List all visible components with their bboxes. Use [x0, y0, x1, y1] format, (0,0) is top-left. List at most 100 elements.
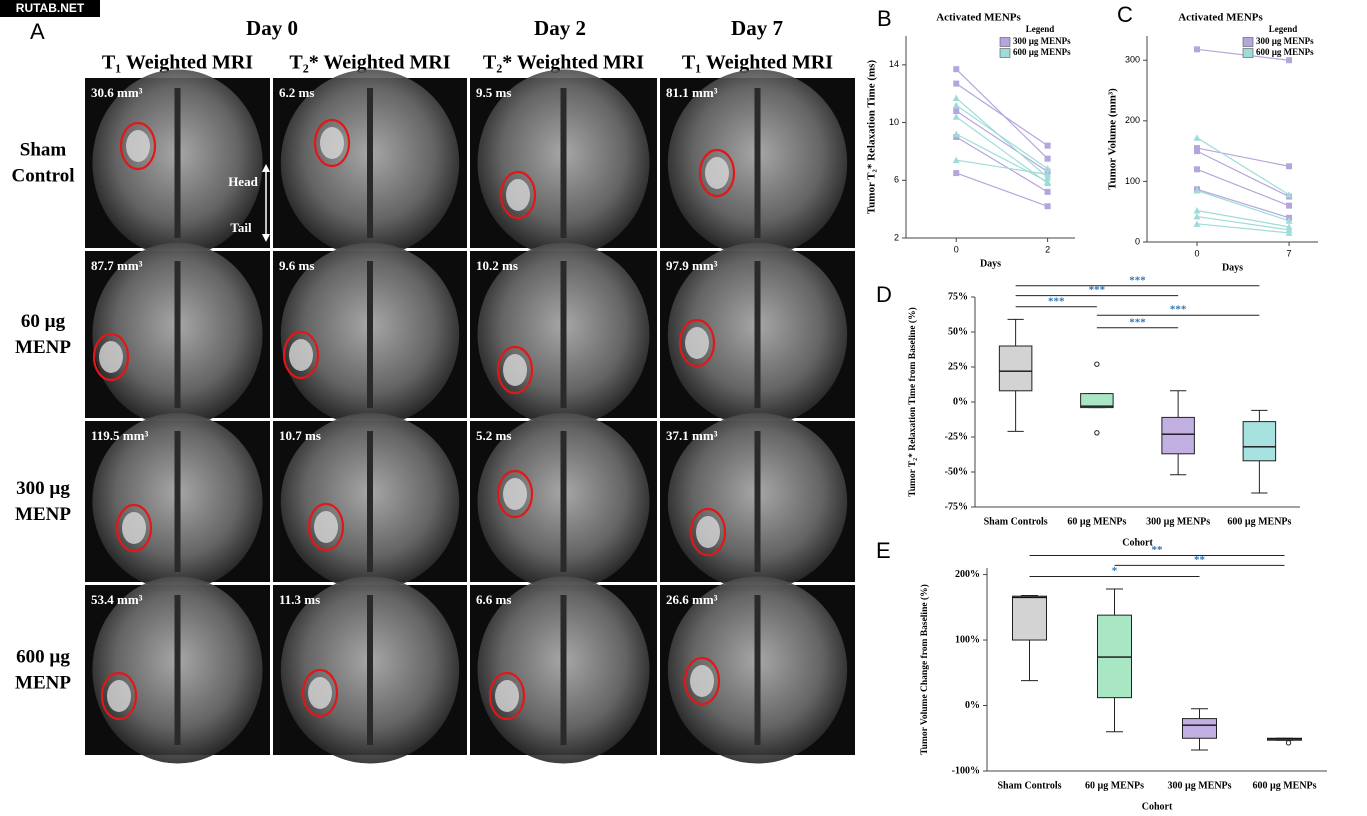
- tumor-spot: [99, 341, 123, 373]
- y-tick-label: 200%: [955, 569, 980, 580]
- x-axis-label: Days: [980, 258, 1001, 269]
- tumor-circle: [689, 507, 727, 557]
- chart-title: Activated MENPs: [1178, 12, 1263, 24]
- subject-line: [1196, 147, 1290, 167]
- marker: [1285, 217, 1293, 224]
- marker: [952, 156, 960, 164]
- subject-line: [1196, 215, 1290, 231]
- sequence-header: T₂* Weighted MRI: [289, 52, 450, 74]
- y-tick-label: 25%: [948, 361, 968, 372]
- tumor-circle: [499, 170, 537, 220]
- marker: [1193, 187, 1201, 194]
- y-tick-label: -50%: [945, 466, 968, 477]
- legend-label: 600 µg MENPs: [1013, 47, 1071, 57]
- tumor-spot: [495, 680, 519, 712]
- cell-value: 81.1 mm³: [666, 85, 718, 100]
- significance-label: ***: [1129, 316, 1146, 328]
- box: [1080, 393, 1114, 409]
- box: [998, 345, 1033, 392]
- x-tick-label: 0: [954, 244, 959, 254]
- x-tick-label: 2: [1045, 244, 1050, 254]
- x-tick-label: Sham Controls: [998, 780, 1062, 791]
- y-tick-label: 6: [894, 175, 899, 185]
- marker: [1193, 145, 1200, 152]
- outlier: [1094, 430, 1100, 436]
- subject-line: [955, 116, 1048, 184]
- day-header: Day 7: [731, 16, 783, 40]
- marker: [1044, 142, 1051, 149]
- marker: [1193, 46, 1200, 53]
- legend-swatch: [999, 48, 1011, 58]
- tumor-spot: [320, 127, 344, 159]
- marker: [952, 130, 960, 138]
- cell-value: 11.3 ms: [279, 592, 320, 607]
- subject-line: [1196, 168, 1290, 207]
- row-label: MENP: [15, 504, 71, 525]
- marker: [1193, 220, 1201, 227]
- legend-title: Legend: [1269, 24, 1298, 34]
- box: [1161, 416, 1195, 455]
- y-tick-label: 14: [889, 59, 899, 69]
- x-axis-label: Cohort: [1122, 537, 1153, 548]
- cell-value: 6.6 ms: [476, 592, 511, 607]
- tumor-circle: [282, 330, 320, 380]
- marker: [1044, 165, 1052, 172]
- marker: [1286, 57, 1293, 64]
- tumor-spot: [107, 680, 131, 712]
- cell-value: 5.2 ms: [476, 428, 511, 443]
- y-tick-label: -100%: [952, 765, 980, 776]
- row-label: Control: [12, 165, 75, 186]
- marker: [1193, 206, 1201, 214]
- y-tick-label: 100: [1125, 176, 1140, 186]
- marker: [1044, 171, 1052, 178]
- y-axis-label: Tumor T₂* Relaxation Time from Baseline …: [907, 307, 918, 497]
- cell-value: 26.6 mm³: [666, 592, 718, 607]
- tumor-circle: [698, 148, 736, 198]
- cell-value: 97.9 mm³: [666, 258, 718, 273]
- x-tick-label: 600 µg MENPs: [1252, 780, 1316, 791]
- chart-title: Activated MENPs: [936, 12, 1021, 24]
- box: [1012, 595, 1047, 641]
- x-tick-label: 60 µg MENPs: [1067, 516, 1126, 527]
- box: [1182, 718, 1217, 739]
- orientation-tail: Tail: [230, 220, 252, 235]
- legend-swatch: [1242, 48, 1254, 58]
- subject-line: [955, 136, 1048, 193]
- tumor-circle: [100, 671, 138, 721]
- outlier: [1094, 361, 1100, 367]
- cell-value: 6.2 ms: [279, 85, 314, 100]
- subject-line: [956, 159, 1048, 176]
- legend-label: 600 µg MENPs: [1256, 47, 1314, 57]
- tumor-spot: [289, 339, 313, 371]
- marker: [1285, 229, 1293, 236]
- marker: [1286, 163, 1293, 170]
- subject-line: [1196, 223, 1290, 234]
- marker: [953, 66, 960, 73]
- y-tick-label: 50%: [948, 326, 968, 337]
- subject-line: [955, 110, 1048, 173]
- y-tick-label: 0%: [965, 700, 980, 711]
- panel-label: B: [877, 6, 892, 31]
- y-tick-label: 0: [1135, 236, 1140, 246]
- row-label: MENP: [15, 672, 71, 693]
- x-tick-label: Sham Controls: [984, 516, 1048, 527]
- marker: [1044, 155, 1051, 162]
- tumor-circle: [313, 118, 351, 168]
- tumor-spot: [506, 179, 530, 211]
- tumor-circle: [496, 345, 534, 395]
- tumor-spot: [690, 665, 714, 697]
- y-axis-label: Tumor Volume (mm³): [1107, 88, 1119, 190]
- panel-label: A: [30, 19, 45, 44]
- row-label: 600 µg: [16, 646, 70, 667]
- significance-label: **: [1194, 554, 1206, 566]
- marker: [1193, 213, 1201, 220]
- sequence-header: T₁ Weighted MRI: [102, 52, 253, 74]
- y-tick-label: 10: [889, 117, 899, 127]
- y-tick-label: 75%: [948, 291, 968, 302]
- panel-label: E: [876, 538, 891, 563]
- cell-value: 9.5 ms: [476, 85, 511, 100]
- tumor-circle: [488, 671, 526, 721]
- legend-label: 300 µg MENPs: [1013, 36, 1071, 46]
- tumor-circle: [119, 121, 157, 171]
- marker: [953, 170, 960, 177]
